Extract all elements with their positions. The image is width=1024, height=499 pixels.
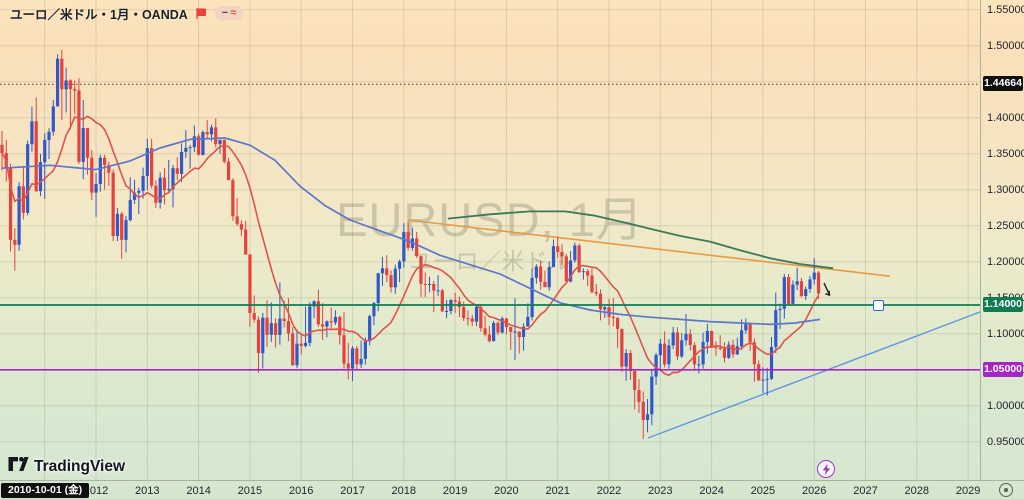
blue-ma-line[interactable] [1, 137, 821, 326]
time-axis-year-label: 2027 [853, 485, 878, 497]
flag-icon[interactable] [195, 7, 208, 20]
time-axis-year-label: 2024 [699, 485, 724, 497]
time-axis-year-label: 2025 [750, 485, 776, 497]
minus-toggle-icon[interactable]: − [221, 7, 229, 19]
green-ma-line[interactable] [447, 210, 834, 270]
blue-trendline[interactable] [647, 311, 981, 439]
time-axis-year-label: 2023 [648, 485, 673, 497]
price-axis-label: 1.20000 [987, 255, 1024, 268]
price-badge-144664: 1.44664 [983, 76, 1023, 91]
time-axis-year-label: 2017 [340, 485, 365, 497]
price-axis[interactable]: 1.44664 1.14000 1.05000 0.95000 1.00000 1.… [980, 0, 1024, 480]
line-handle[interactable] [873, 300, 884, 311]
grid [0, 0, 980, 480]
symbol-legend[interactable]: ユーロ／米ドル・1月・OANDA − ≈ [10, 5, 244, 22]
price-axis-label: 1.10000 [987, 327, 1024, 340]
price-axis-label: 1.35000 [987, 147, 1024, 160]
price-axis-label: 0.95000 [987, 435, 1024, 448]
price-axis-label: 1.50000 [987, 39, 1024, 52]
indicator-toggle-capsule[interactable]: − ≈ [214, 6, 244, 20]
price-marker-arrow-icon[interactable] [823, 282, 831, 296]
price-axis-label: 1.30000 [987, 183, 1024, 196]
wave-toggle-icon[interactable]: ≈ [230, 7, 237, 19]
time-axis-year-label: 2014 [186, 485, 211, 497]
time-axis-year-label: 2022 [596, 485, 622, 497]
time-axis-year-label: 2026 [801, 485, 827, 497]
orange-trendline[interactable] [407, 219, 891, 277]
tradingview-logo-text: TradingView [34, 457, 126, 475]
time-axis-year-label: 2019 [442, 485, 468, 497]
tradingview-logo-icon [8, 456, 29, 477]
time-axis-year-label: 2020 [494, 485, 519, 497]
time-axis-year-label: 2012 [83, 485, 109, 497]
time-axis-year-label: 2018 [391, 485, 417, 497]
red-ma-line[interactable] [1, 115, 820, 377]
time-axis-year-label: 2016 [288, 485, 314, 497]
time-axis-year-label: 2029 [955, 485, 981, 497]
time-axis-year-label: 2013 [135, 485, 160, 497]
scale-settings-icon[interactable] [999, 483, 1013, 497]
price-axis-label: 1.00000 [987, 399, 1024, 412]
price-badge-105000: 1.05000 [983, 362, 1023, 377]
price-badge-114000: 1.14000 [983, 297, 1023, 312]
candles-group[interactable] [0, 50, 821, 440]
tradingview-logo[interactable]: TradingView [8, 456, 125, 477]
date-badge: 2010-10-01 (金) [1, 483, 90, 498]
time-axis-year-label: 2021 [545, 485, 570, 497]
time-axis-year-label: 2015 [237, 485, 263, 497]
price-axis-label: 1.55000 [987, 3, 1024, 16]
time-axis[interactable]: 2010-10-01 (金) 2012 2013 2014 2015 2016 2017 2… [0, 480, 1024, 499]
price-axis-label: 1.25000 [987, 219, 1024, 232]
time-axis-year-label: 2028 [904, 485, 930, 497]
lightning-icon[interactable] [817, 460, 835, 478]
price-axis-label: 1.40000 [987, 111, 1024, 124]
symbol-title: ユーロ／米ドル・1月・OANDA [10, 7, 188, 22]
